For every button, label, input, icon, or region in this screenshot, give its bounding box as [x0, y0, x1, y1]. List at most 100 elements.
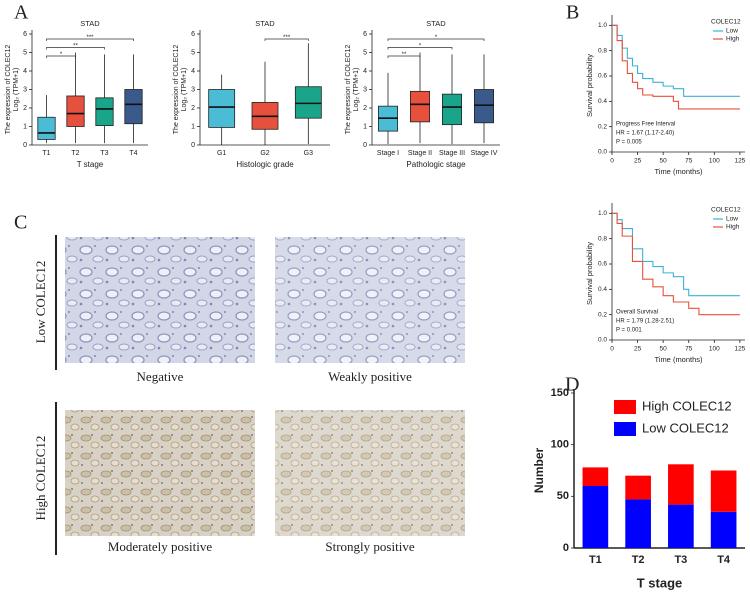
y-axis-label: Log₂ (TPM+1): [181, 68, 188, 112]
significance-label: **: [73, 44, 78, 50]
panel-label: C: [14, 212, 27, 234]
panel-label: D: [565, 374, 579, 396]
x-axis-label: T stage: [637, 575, 683, 590]
box: [473, 89, 494, 124]
ihc-caption: Weakly positive: [328, 369, 412, 384]
x-tick-label: G1: [217, 150, 226, 157]
y-tick-label: 5: [23, 49, 27, 56]
x-tick-label: 100: [709, 158, 720, 165]
significance-bar: [387, 55, 421, 58]
y-tick-label: 5: [191, 49, 195, 56]
x-tick-label: 50: [660, 346, 668, 353]
ihc-caption: Negative: [137, 369, 184, 384]
significance-bar: [387, 38, 485, 41]
x-tick-label: T2: [632, 554, 645, 566]
chart-title: STAD: [80, 19, 100, 28]
y-tick-label: 50: [557, 490, 569, 502]
row-label: High COLEC12: [33, 436, 48, 521]
annotation: Progress Free Interval: [616, 122, 675, 128]
y-tick-label: 0: [363, 142, 367, 149]
legend-swatch: [614, 400, 636, 414]
y-tick-label: 3: [191, 86, 195, 93]
x-tick-label: T4: [717, 554, 731, 566]
annotation: P = 0.005: [616, 140, 642, 146]
significance-label: ***: [283, 35, 291, 41]
annotation: P = 0.001: [616, 328, 642, 334]
y-tick-label: 0.4: [598, 286, 607, 293]
y-tick-label: 0.0: [598, 337, 607, 344]
x-tick-label: 25: [634, 346, 642, 353]
y-axis-label: The expression of COLEC12: [345, 45, 352, 135]
x-tick-label: T4: [129, 150, 137, 157]
y-tick-label: 150: [551, 387, 569, 399]
panel-label: B: [566, 2, 579, 24]
survival-curve: [612, 212, 740, 316]
bar-segment: [582, 467, 609, 486]
y-axis-label: Number: [532, 448, 546, 494]
y-tick-label: 0.8: [598, 47, 607, 54]
y-tick-label: 0.6: [598, 73, 607, 80]
y-axis-label: Survival probability: [585, 242, 594, 305]
x-tick-label: T2: [71, 150, 79, 157]
bar-segment: [710, 511, 737, 548]
x-tick-label: Stage IV: [471, 150, 498, 157]
legend-title: COLEC12: [711, 19, 741, 26]
legend-label: High COLEC12: [642, 398, 732, 413]
annotation: Overall Survival: [616, 310, 658, 316]
significance-label: *: [60, 52, 63, 58]
x-tick-label: T1: [589, 554, 602, 566]
y-tick-label: 3: [363, 86, 367, 93]
y-tick-label: 1.0: [598, 22, 607, 29]
y-tick-label: 0.2: [598, 123, 607, 130]
significance-label: ***: [86, 35, 94, 41]
y-axis-label: Log₂ (TPM+1): [13, 68, 20, 112]
significance-bar: [46, 55, 76, 58]
ihc-image: [275, 237, 465, 363]
bar-segment: [668, 504, 694, 548]
x-tick-label: 100: [709, 346, 720, 353]
y-axis-label: Log₂ (TPM+1): [353, 68, 360, 112]
x-tick-label: 50: [660, 158, 668, 165]
y-axis-label: The expression of COLEC12: [173, 45, 180, 135]
y-tick-label: 2: [23, 105, 27, 112]
y-tick-label: 0: [191, 142, 195, 149]
annotation: HR = 1.67 (1.17-2.40): [616, 131, 674, 137]
bar-segment: [710, 470, 737, 512]
legend-title: COLEC12: [711, 207, 741, 214]
x-axis-label: Histologic grade: [236, 160, 294, 169]
y-tick-label: 6: [191, 31, 195, 38]
y-tick-label: 0: [23, 142, 27, 149]
y-tick-label: 4: [363, 68, 367, 75]
y-tick-label: 0.2: [598, 311, 607, 318]
x-tick-label: T3: [674, 554, 687, 566]
box: [409, 90, 430, 123]
y-tick-label: 0.8: [598, 235, 607, 242]
y-tick-label: 0.0: [598, 149, 607, 156]
legend-label: Low COLEC12: [642, 420, 729, 435]
x-tick-label: 0: [610, 158, 614, 165]
y-tick-label: 0: [563, 542, 569, 554]
significance-label: *: [419, 44, 422, 50]
x-tick-label: 0: [610, 346, 614, 353]
ihc-image: [65, 237, 255, 363]
y-tick-label: 4: [191, 68, 195, 75]
x-axis-label: T stage: [77, 160, 104, 169]
y-axis-label: Survival probability: [585, 54, 594, 117]
y-tick-label: 1: [363, 123, 367, 130]
y-tick-label: 5: [363, 49, 367, 56]
y-tick-label: 1: [23, 123, 27, 130]
ihc-caption: Moderately positive: [108, 539, 213, 554]
x-tick-label: G3: [304, 150, 313, 157]
box: [441, 93, 462, 126]
box: [124, 89, 143, 125]
y-tick-label: 4: [23, 68, 27, 75]
chart-title: STAD: [426, 19, 446, 28]
y-tick-label: 6: [363, 31, 367, 38]
y-tick-label: 3: [23, 86, 27, 93]
x-tick-label: 75: [685, 158, 693, 165]
legend-label: High: [726, 224, 740, 231]
x-tick-label: 25: [634, 158, 642, 165]
y-tick-label: 0.6: [598, 261, 607, 268]
box: [294, 86, 322, 119]
